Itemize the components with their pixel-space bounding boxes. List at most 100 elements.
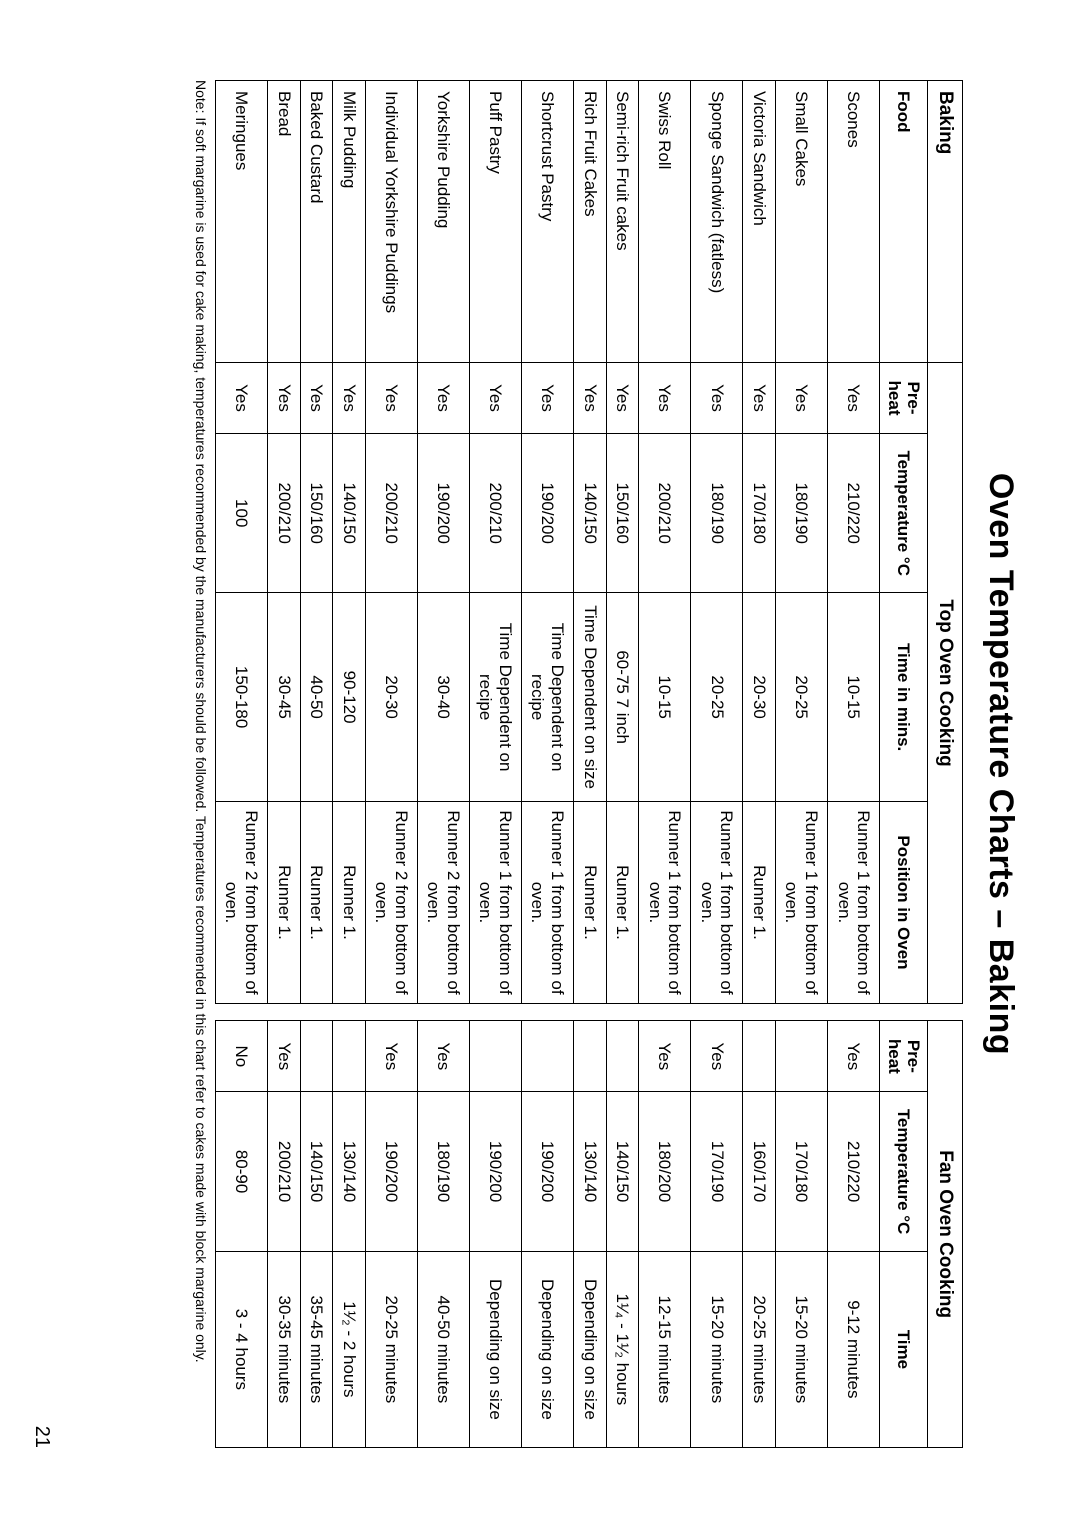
cell-position: Runner 2 from bottom of oven. [417,801,469,1003]
table-row: Baked CustardYes150/16040-50Runner 1.140… [300,81,333,1448]
cell-temp-fan: 190/200 [521,1092,573,1251]
table-row: Puff PastryYes200/210Time Dependent on r… [469,81,521,1448]
cell-temp-fan: 130/140 [333,1092,366,1251]
cell-position: Runner 1 from bottom of oven. [827,801,879,1003]
cell-preheat-top: Yes [743,362,776,433]
cell-time-top: 90-120 [333,593,366,801]
cell-position: Runner 1 from bottom of oven. [691,801,743,1003]
cell-preheat-top: Yes [606,362,639,433]
cell-position: Runner 1. [606,801,639,1003]
cell-time-top: 40-50 [300,593,333,801]
cell-preheat-fan [743,1021,776,1092]
cell-preheat-fan [469,1021,521,1092]
cell-preheat-fan: No [215,1021,267,1092]
cell-temp-top: 210/220 [827,434,879,593]
cell-time-fan: 35-45 minutes [300,1251,333,1447]
cell-time-top: 20-25 [775,593,827,801]
header-time-top: Time in mins. [880,593,928,801]
cell-preheat-fan [521,1021,573,1092]
cell-temp-fan: 200/210 [268,1092,301,1251]
header-temp-top: Temperature °C [880,434,928,593]
cell-preheat-top: Yes [639,362,691,433]
table-row: Victoria SandwichYes170/18020-30Runner 1… [743,81,776,1448]
cell-temp-top: 200/210 [268,434,301,593]
cell-preheat-top: Yes [417,362,469,433]
cell-temp-fan: 180/190 [417,1092,469,1251]
column-header-row: Food Pre-heat Temperature °C Time in min… [880,81,928,1448]
cell-time-fan: 12-15 minutes [639,1251,691,1447]
cell-preheat-fan: Yes [639,1021,691,1092]
cell-preheat-top: Yes [300,362,333,433]
cell-preheat-fan [606,1021,639,1092]
cell-time-top: Time Dependent on size [574,593,607,801]
cell-temp-top: 140/150 [333,434,366,593]
cell-food: Shortcrust Pastry [521,81,573,363]
cell-preheat-top: Yes [691,362,743,433]
cell-preheat-top: Yes [574,362,607,433]
table-row: MeringuesYes100150-180Runner 2 from bott… [215,81,267,1448]
cell-time-fan: Depending on size [469,1251,521,1447]
cell-time-fan: Depending on size [521,1251,573,1447]
header-preheat-top: Pre-heat [880,362,928,433]
table-row: Individual Yorkshire PuddingsYes200/2102… [365,81,417,1448]
cell-time-fan: 1¹⁄₂ - 2 hours [333,1251,366,1447]
table-row: BreadYes200/21030-45Runner 1.Yes200/2103… [268,81,301,1448]
cell-preheat-fan [574,1021,607,1092]
cell-time-top: 20-30 [743,593,776,801]
section-header-row: Baking Top Oven Cooking Fan Oven Cooking [928,81,963,1448]
cell-food: Individual Yorkshire Puddings [365,81,417,363]
cell-position: Runner 1. [333,801,366,1003]
cell-food: Yorkshire Pudding [417,81,469,363]
cell-temp-top: 180/190 [691,434,743,593]
cell-preheat-fan [300,1021,333,1092]
cell-time-top: 150-180 [215,593,267,801]
cell-temp-top: 170/180 [743,434,776,593]
cell-temp-top: 100 [215,434,267,593]
table-row: Shortcrust PastryYes190/200Time Dependen… [521,81,573,1448]
cell-position: Runner 1. [268,801,301,1003]
cell-position: Runner 1 from bottom of oven. [469,801,521,1003]
cell-food: Puff Pastry [469,81,521,363]
cell-preheat-top: Yes [469,362,521,433]
baking-table: Baking Top Oven Cooking Fan Oven Cooking… [215,80,963,1448]
cell-time-top: 30-40 [417,593,469,801]
cell-position: Runner 1. [574,801,607,1003]
header-position: Position in Oven [880,801,928,1003]
table-row: Milk PuddingYes140/15090-120Runner 1.130… [333,81,366,1448]
cell-temp-fan: 160/170 [743,1092,776,1251]
cell-food: Small Cakes [775,81,827,363]
cell-temp-fan: 170/180 [775,1092,827,1251]
cell-food: Swiss Roll [639,81,691,363]
cell-preheat-top: Yes [775,362,827,433]
cell-time-fan: 1¹⁄₄ - 1¹⁄₂ hours [606,1251,639,1447]
cell-temp-fan: 190/200 [469,1092,521,1251]
table-row: Swiss RollYes200/21010-15Runner 1 from b… [639,81,691,1448]
cell-temp-fan: 190/200 [365,1092,417,1251]
cell-position: Runner 1. [743,801,776,1003]
cell-time-fan: 3 - 4 hours [215,1251,267,1447]
cell-temp-fan: 180/200 [639,1092,691,1251]
cell-position: Runner 2 from bottom of oven. [365,801,417,1003]
cell-preheat-fan: Yes [417,1021,469,1092]
footnote: Note: If soft margarine is used for cake… [192,80,209,1448]
page-title: Oven Temperature Charts – Baking [981,80,1020,1448]
cell-position: Runner 1 from bottom of oven. [775,801,827,1003]
cell-temp-fan: 140/150 [606,1092,639,1251]
cell-time-fan: 15-20 minutes [775,1251,827,1447]
cell-position: Runner 2 from bottom of oven. [215,801,267,1003]
cell-time-top: 20-25 [691,593,743,801]
cell-food: Rich Fruit Cakes [574,81,607,363]
cell-food: Victoria Sandwich [743,81,776,363]
cell-food: Scones [827,81,879,363]
cell-preheat-top: Yes [268,362,301,433]
cell-preheat-fan: Yes [365,1021,417,1092]
cell-time-top: 10-15 [639,593,691,801]
cell-food: Meringues [215,81,267,363]
cell-preheat-top: Yes [521,362,573,433]
cell-temp-top: 150/160 [300,434,333,593]
cell-position: Runner 1. [300,801,333,1003]
cell-time-fan: 20-25 minutes [743,1251,776,1447]
section-label-fan-oven: Fan Oven Cooking [928,1021,963,1448]
table-row: Sponge Sandwich (fatless)Yes180/19020-25… [691,81,743,1448]
cell-preheat-top: Yes [333,362,366,433]
